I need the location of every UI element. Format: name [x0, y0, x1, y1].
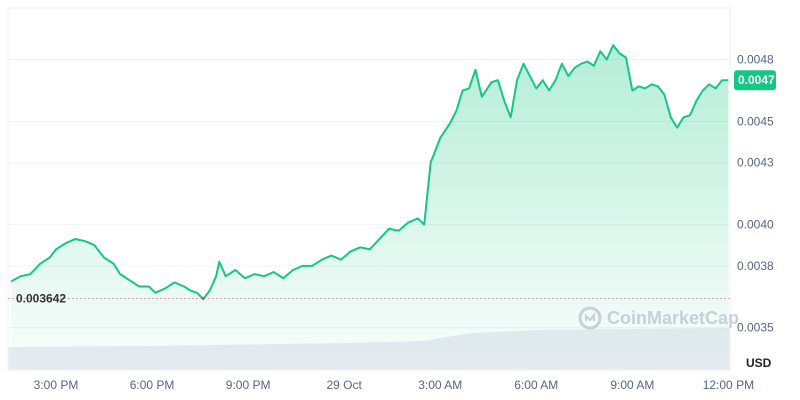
current-price-badge-bg: [734, 70, 776, 91]
current-price-label: 0.0047: [738, 73, 775, 87]
x-tick-label: 9:00 AM: [610, 378, 654, 392]
y-tick-label: 0.0038: [737, 259, 774, 273]
y-tick-label: 0.0045: [737, 114, 774, 128]
watermark-text: CoinMarketCap: [607, 308, 739, 328]
y-axis: 0.0035 0.0038 0.0040 0.0043 0.0045 0.0048: [737, 53, 774, 335]
y-tick-label: 0.0040: [737, 218, 774, 232]
coinmarketcap-logo-icon: [578, 306, 602, 330]
x-tick-label: 29 Oct: [327, 378, 363, 392]
reference-price-label: 0.003642: [16, 291, 66, 305]
x-tick-label: 3:00 AM: [418, 378, 462, 392]
price-line: [10, 44, 729, 300]
y-tick-label: 0.0035: [737, 321, 774, 335]
x-tick-label: 6:00 PM: [130, 378, 175, 392]
currency-label: USD: [746, 356, 772, 370]
x-tick-label: 6:00 AM: [514, 378, 558, 392]
x-tick-label: 12:00 PM: [703, 378, 754, 392]
watermark: CoinMarketCap: [578, 306, 739, 330]
current-price-badge: 0.0047: [734, 70, 776, 91]
price-area-fill: [11, 45, 729, 369]
price-area: [10, 44, 729, 369]
y-tick-label: 0.0043: [737, 156, 774, 170]
y-tick-label: 0.0048: [737, 53, 774, 67]
x-tick-label: 3:00 PM: [34, 378, 79, 392]
x-tick-label: 9:00 PM: [226, 378, 271, 392]
x-axis: 3:00 PM 6:00 PM 9:00 PM 29 Oct 3:00 AM 6:00 A…: [34, 378, 754, 392]
